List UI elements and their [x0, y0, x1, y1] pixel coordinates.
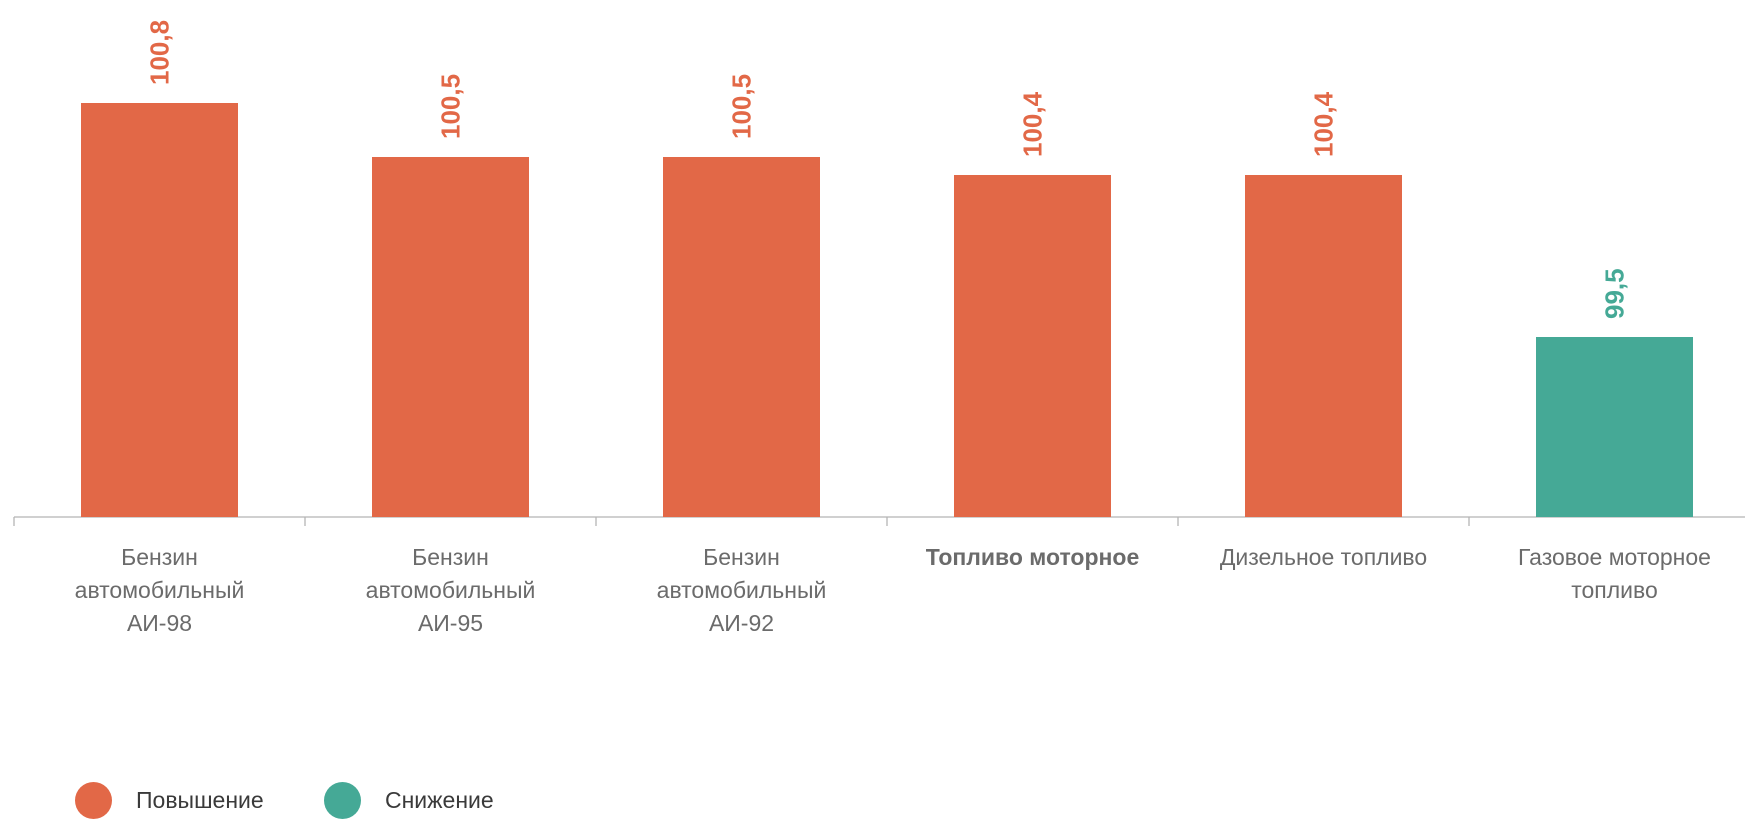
x-tick-label: Бензин автомобильный АИ-95	[366, 544, 536, 636]
bar	[81, 103, 238, 517]
bar	[372, 157, 529, 517]
x-tick-label: Бензин автомобильный АИ-98	[75, 544, 245, 636]
legend-label-decrease: Снижение	[385, 787, 494, 813]
bar-chart: 100,8 Бензин автомобильный АИ-98 100,5 Бензин…	[13, 20, 1745, 636]
data-label: 99,5	[1600, 268, 1630, 319]
legend-label-increase: Повышение	[136, 787, 264, 813]
legend: Повышение Снижение	[75, 782, 573, 819]
legend-dot-increase	[75, 782, 112, 819]
x-tick-label: Газовое моторное топливо	[1518, 544, 1711, 603]
bar	[954, 175, 1111, 517]
data-label: 100,4	[1018, 91, 1048, 157]
legend-dot-decrease	[324, 782, 361, 819]
bar	[663, 157, 820, 517]
legend-item-increase: Повышение	[75, 782, 286, 819]
x-tick-label: Топливо моторное	[926, 544, 1140, 570]
data-label: 100,8	[145, 20, 175, 85]
data-label: 100,5	[436, 74, 466, 139]
data-label: 100,5	[727, 74, 757, 139]
legend-item-decrease: Снижение	[324, 782, 535, 819]
bar	[1245, 175, 1402, 517]
bar	[1536, 337, 1693, 517]
x-tick-label: Дизельное топливо	[1220, 544, 1427, 570]
x-tick-label: Бензин автомобильный АИ-92	[657, 544, 827, 636]
data-label: 100,4	[1309, 91, 1339, 157]
